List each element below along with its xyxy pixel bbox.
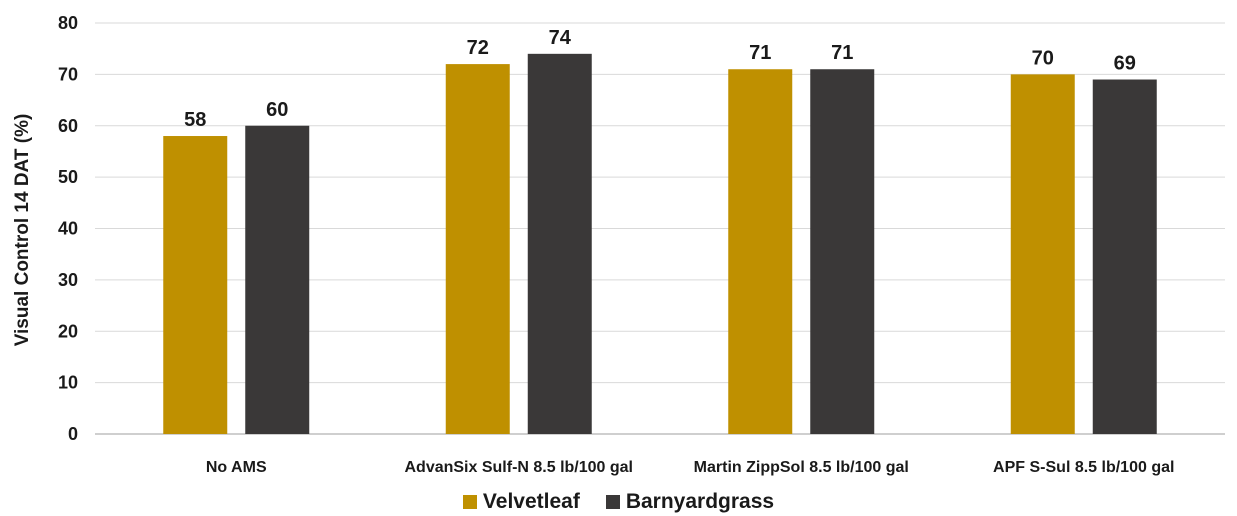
data-label-velvetleaf-martin-zippsol-8-5-lb-100-gal: 71 [749,42,771,64]
bar-chart: 0 10 20 30 40 50 60 70 80 58 60 72 74 71 71 70 69 No AM… [12,13,1225,476]
bar-velvetleaf-advansix-sulf-n-8-5-lb-100-gal [445,64,510,434]
bar-velvetleaf-no-ams [163,136,228,434]
bar-velvetleaf-martin-zippsol-8-5-lb-100-gal [728,69,793,435]
y-tick-label: 40 [58,219,78,239]
x-category-label: No AMS [206,459,267,476]
x-category-label: Martin ZippSol 8.5 lb/100 gal [694,459,909,476]
legend-swatch-velvetleaf [462,495,477,509]
x-category-label: AdvanSix Sulf-N 8.5 lb/100 gal [404,459,633,476]
y-tick-label: 60 [58,116,78,136]
y-axis-ticks: 0 10 20 30 40 50 60 70 80 [58,13,78,444]
y-tick-label: 30 [58,270,78,290]
y-tick-label: 10 [58,373,78,393]
y-tick-label: 50 [58,167,78,187]
bar-velvetleaf-apf-s-sul-8-5-lb-100-gal [1010,74,1075,434]
x-category-label: APF S-Sul 8.5 lb/100 gal [993,459,1174,476]
legend-label-velvetleaf: Velvetleaf [482,490,580,513]
data-labels: 58 60 72 74 71 71 70 69 [184,27,1136,131]
legend: Velvetleaf Barnyardgrass [0,488,1237,516]
data-label-barnyardgrass-advansix-sulf-n-8-5-lb-100-gal: 74 [549,27,572,49]
data-label-barnyardgrass-no-ams: 60 [266,99,288,121]
y-axis-label: Visual Control 14 DAT (%) [12,114,33,347]
data-label-velvetleaf-no-ams: 58 [184,109,206,131]
y-tick-label: 80 [58,13,78,33]
bar-barnyardgrass-no-ams [245,125,310,434]
bar-barnyardgrass-martin-zippsol-8-5-lb-100-gal [810,69,875,435]
bar-barnyardgrass-apf-s-sul-8-5-lb-100-gal [1092,79,1157,434]
data-label-velvetleaf-advansix-sulf-n-8-5-lb-100-gal: 72 [467,37,489,59]
legend-swatch-barnyardgrass [605,495,620,509]
y-tick-label: 0 [68,424,78,444]
data-label-barnyardgrass-apf-s-sul-8-5-lb-100-gal: 69 [1114,53,1136,75]
y-tick-label: 70 [58,64,78,84]
legend-item-velvetleaf: Velvetleaf [462,490,580,514]
bar-barnyardgrass-advansix-sulf-n-8-5-lb-100-gal [527,53,592,434]
data-label-barnyardgrass-martin-zippsol-8-5-lb-100-gal: 71 [831,42,853,64]
bars [163,53,1157,435]
legend-label-barnyardgrass: Barnyardgrass [625,490,775,513]
data-label-velvetleaf-apf-s-sul-8-5-lb-100-gal: 70 [1032,47,1054,69]
legend-item-barnyardgrass: Barnyardgrass [605,490,775,514]
x-axis-categories: No AMS AdvanSix Sulf-N 8.5 lb/100 gal Mart… [206,459,1175,476]
y-tick-label: 20 [58,321,78,341]
